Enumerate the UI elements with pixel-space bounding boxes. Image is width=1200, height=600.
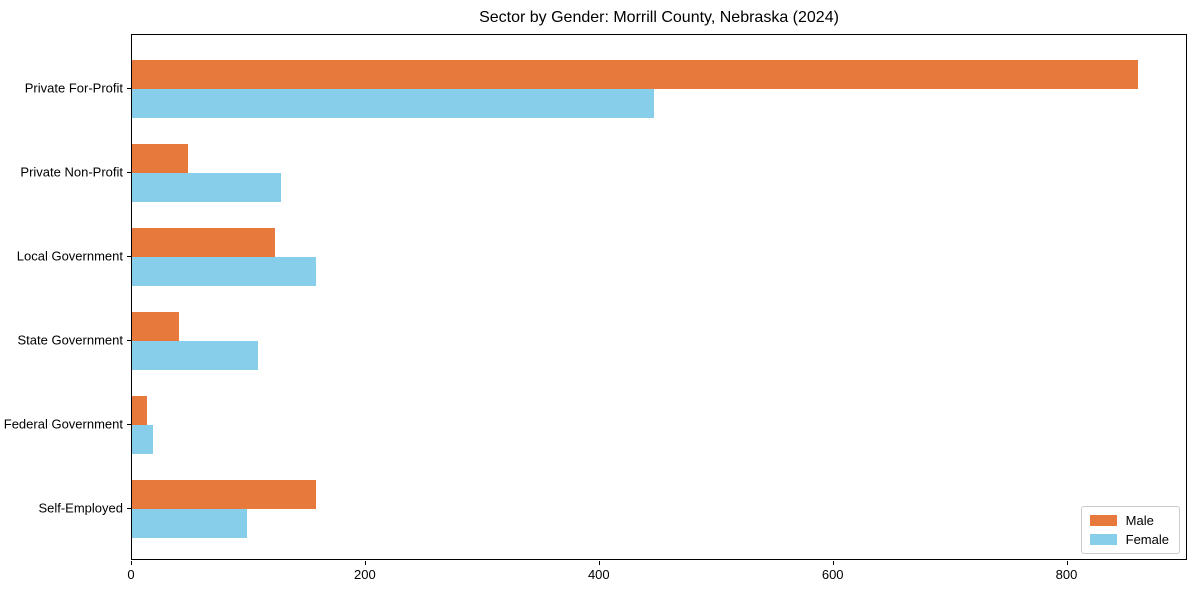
xtick-mark-1 [364,561,366,565]
bar-male-0 [132,60,1138,89]
bar-female-4 [132,425,153,454]
ytick-mark-5 [127,508,131,509]
bar-male-2 [132,228,275,257]
ytick-mark-4 [127,424,131,425]
xtick-mark-4 [1066,561,1068,565]
ytick-mark-2 [127,256,131,257]
legend-item-female: Female [1089,532,1169,547]
bar-female-5 [132,509,247,538]
xtick-mark-0 [131,561,132,565]
male-color-swatch-icon [1089,515,1117,526]
bar-female-1 [132,173,281,202]
bar-male-3 [132,312,179,341]
bar-female-3 [132,341,259,370]
xtick-label-2: 400 [587,567,610,582]
ytick-label-1: Private Non-Profit [20,164,123,180]
legend-label-female: Female [1125,532,1169,547]
xtick-label-0: 0 [127,567,135,582]
ytick-label-2: Local Government [16,248,123,264]
xtick-mark-2 [598,561,600,565]
ytick-label-5: Self-Employed [38,500,123,516]
legend-label-male: Male [1125,513,1154,528]
plot-area: Male Female [131,34,1187,560]
bar-female-2 [132,257,316,286]
ytick-label-3: State Government [17,332,124,348]
bar-male-1 [132,144,189,173]
ytick-mark-0 [127,88,131,89]
female-color-swatch-icon [1089,534,1117,545]
bar-male-5 [132,480,316,509]
ytick-mark-1 [127,172,131,173]
bar-male-4 [132,396,148,425]
xtick-label-1: 200 [354,567,376,582]
ytick-mark-3 [127,340,131,341]
ytick-label-4: Federal Government [3,416,123,432]
xtick-mark-3 [832,561,834,565]
legend-item-male: Male [1089,513,1169,528]
xtick-label-4: 800 [1055,567,1078,582]
ytick-label-0: Private For-Profit [24,80,123,96]
bar-female-0 [132,89,654,118]
chart-title: Sector by Gender: Morrill County, Nebras… [479,9,839,26]
legend: Male Female [1080,506,1180,554]
xtick-label-3: 600 [821,567,844,582]
